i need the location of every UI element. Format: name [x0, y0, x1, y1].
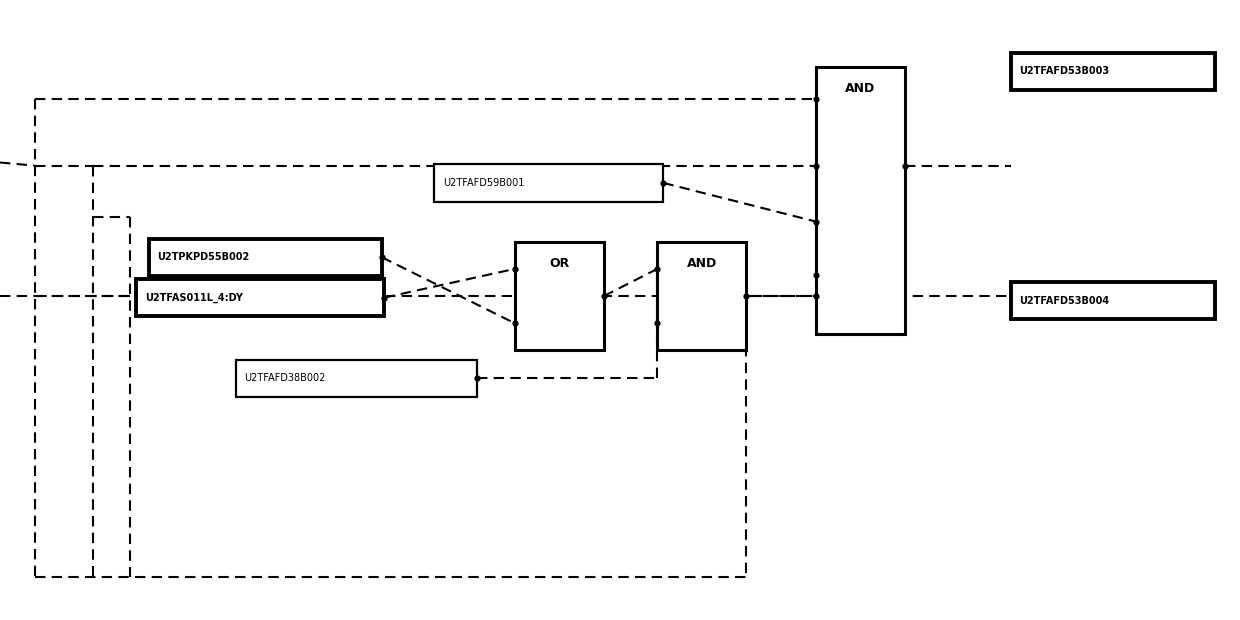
Text: OR: OR	[549, 257, 569, 270]
Bar	[1011, 282, 1215, 319]
Bar	[149, 239, 382, 276]
Bar	[1011, 53, 1215, 90]
Text: U2TFAFD53B004: U2TFAFD53B004	[1019, 296, 1110, 306]
Bar	[236, 360, 477, 397]
Text: AND: AND	[846, 82, 875, 95]
Bar	[515, 242, 604, 350]
Text: U2TFAFD59B001: U2TFAFD59B001	[443, 178, 525, 188]
Bar	[816, 67, 905, 334]
Bar	[657, 242, 746, 350]
Text: U2TPKPD55B002: U2TPKPD55B002	[157, 252, 249, 262]
Text: AND: AND	[687, 257, 717, 270]
Bar	[434, 164, 663, 202]
Bar	[136, 279, 384, 316]
Text: U2TFAS011L_4:DY: U2TFAS011L_4:DY	[145, 293, 243, 303]
Text: U2TFAFD38B002: U2TFAFD38B002	[244, 373, 326, 383]
Text: U2TFAFD53B003: U2TFAFD53B003	[1019, 66, 1110, 76]
